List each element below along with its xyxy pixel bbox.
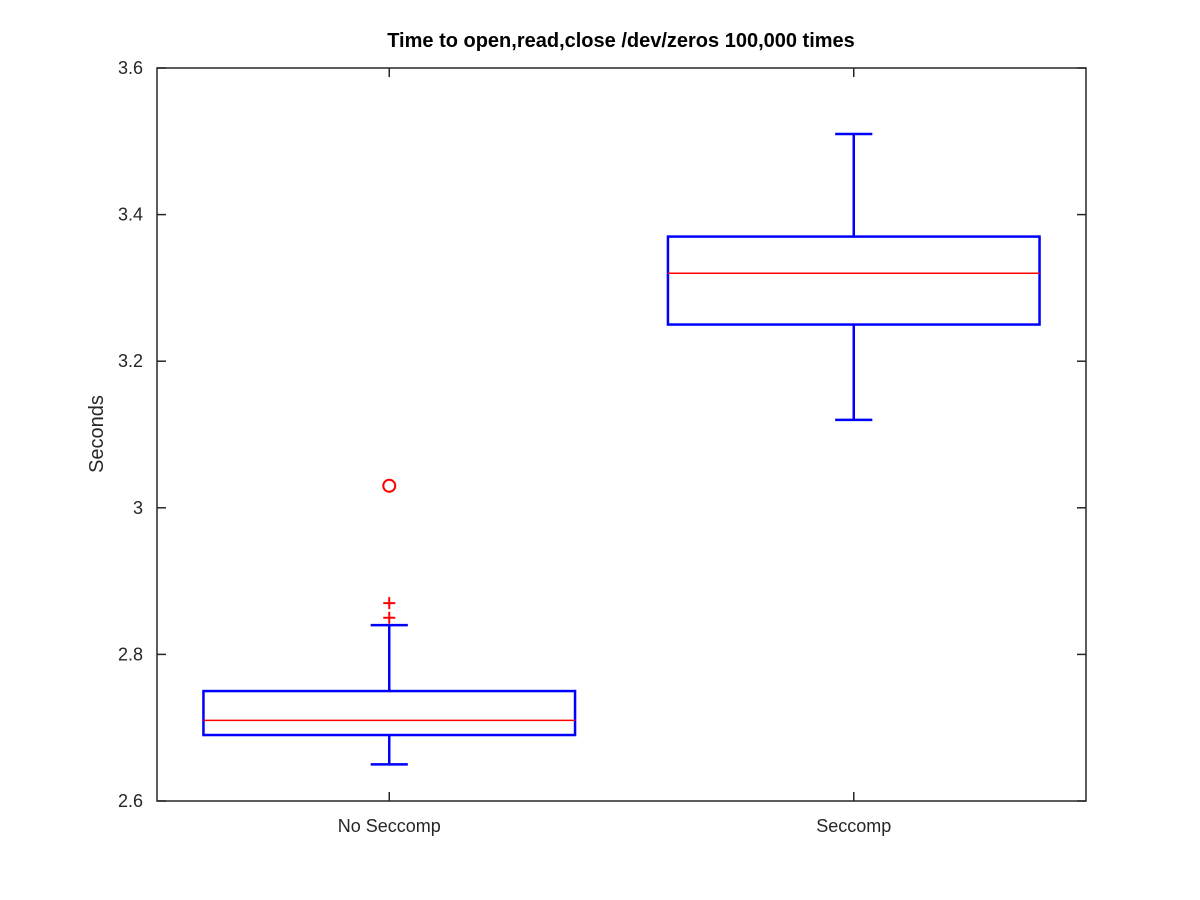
far-outlier-circle-marker bbox=[382, 478, 397, 493]
y-axis-label: Seconds bbox=[86, 395, 108, 473]
x-tick-label: No Seccomp bbox=[338, 816, 441, 836]
chart-title: Time to open,read,close /dev/zeros 100,0… bbox=[387, 30, 855, 52]
outlier-plus-marker bbox=[383, 611, 396, 624]
y-tick-label: 3.2 bbox=[118, 351, 143, 371]
box-iqr bbox=[202, 689, 577, 737]
plot-background bbox=[157, 68, 1086, 801]
y-tick-label: 3 bbox=[133, 498, 143, 518]
y-tick-label: 2.6 bbox=[118, 791, 143, 811]
y-tick-label: 3.4 bbox=[118, 205, 143, 225]
plot-frame bbox=[156, 67, 1087, 802]
outlier-plus-marker bbox=[383, 597, 396, 610]
chart-marks: 2.6 2.8 3 3.2 3.4 3.6 No Seccomp Seccomp bbox=[118, 58, 1086, 836]
y-tick-label: 2.8 bbox=[118, 644, 143, 664]
y-tick-label: 3.6 bbox=[118, 58, 143, 78]
box-iqr bbox=[666, 235, 1041, 326]
x-tick-label: Seccomp bbox=[816, 816, 891, 836]
